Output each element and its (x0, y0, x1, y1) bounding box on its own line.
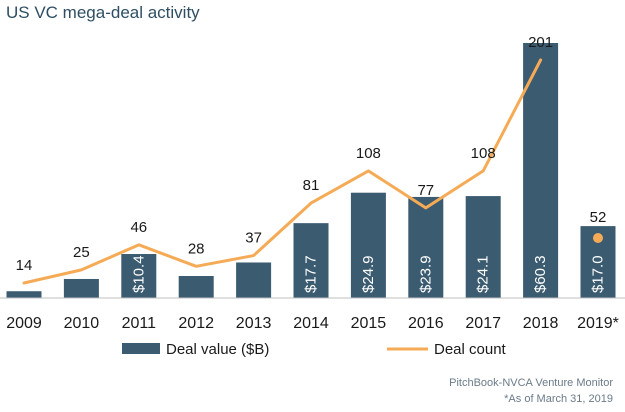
x-tick-label: 2009 (6, 315, 42, 332)
bar-value-label: $60.3 (532, 255, 549, 293)
legend: Deal value ($B) Deal count (122, 341, 507, 358)
chart-title: US VC mega-deal activity (6, 3, 200, 22)
x-tick-label: 2016 (408, 315, 444, 332)
bar-value-label: $24.9 (360, 255, 377, 293)
deal-count-label: 14 (16, 257, 33, 274)
bar-2013 (236, 262, 272, 298)
deal-count-label: 108 (356, 145, 381, 162)
deal-count-label: 81 (303, 177, 320, 194)
deal-count-line-group (22, 58, 603, 285)
bar-2012 (178, 276, 214, 298)
x-tick-label: 2012 (178, 315, 214, 332)
legend-bar-label: Deal value ($B) (166, 341, 269, 358)
source-line: PitchBook-NVCA Venture Monitor (449, 377, 613, 389)
bar-2017 (465, 196, 501, 298)
x-tick-label: 2014 (293, 315, 329, 332)
bar-2010 (63, 278, 99, 298)
bar-value-label: $24.1 (475, 255, 492, 293)
bar-2014 (293, 223, 329, 298)
labels-group: $10.4 $17.7 $24.9 $23.9 $24.1 $60.3 $17.0 14 25 4… (16, 34, 607, 293)
deal-count-label: 108 (471, 145, 496, 162)
x-tick-label: 2019* (577, 315, 619, 332)
deal-count-label: 77 (417, 182, 434, 199)
x-tick-label: 2013 (236, 315, 272, 332)
as-of-note: *As of March 31, 2019 (504, 393, 613, 405)
bar-2011 (121, 254, 157, 298)
legend-line-label: Deal count (434, 341, 507, 358)
bars-group (6, 43, 616, 298)
deal-count-point-2019 (593, 233, 603, 243)
x-tick-label: 2011 (122, 315, 157, 332)
deal-count-label: 201 (528, 34, 553, 51)
deal-count-label: 52 (590, 209, 607, 226)
bar-2016 (408, 196, 444, 298)
legend-bar-swatch (122, 343, 160, 354)
deal-count-label: 37 (245, 230, 262, 247)
bar-value-label: $23.9 (417, 255, 434, 293)
x-axis: 2009 2010 2011 2012 2013 2014 2015 2016 2017 2018… (0, 297, 625, 332)
deal-count-label: 46 (130, 219, 147, 236)
deal-count-label: 25 (73, 244, 90, 261)
source-note: PitchBook-NVCA Venture Monitor *As of Ma… (449, 375, 613, 407)
x-tick-label: 2017 (465, 315, 501, 332)
x-tick-label: 2015 (351, 315, 387, 332)
deal-count-label: 28 (188, 240, 205, 257)
bar-2009 (6, 291, 42, 298)
deal-count-line (22, 58, 543, 285)
x-tick-label: 2018 (523, 315, 559, 332)
bar-value-label: $17.0 (590, 255, 607, 293)
bar-2015 (350, 192, 386, 298)
x-tick-label: 2010 (64, 315, 100, 332)
bar-value-label: $17.7 (303, 255, 320, 293)
bar-value-label: $10.4 (130, 255, 147, 293)
